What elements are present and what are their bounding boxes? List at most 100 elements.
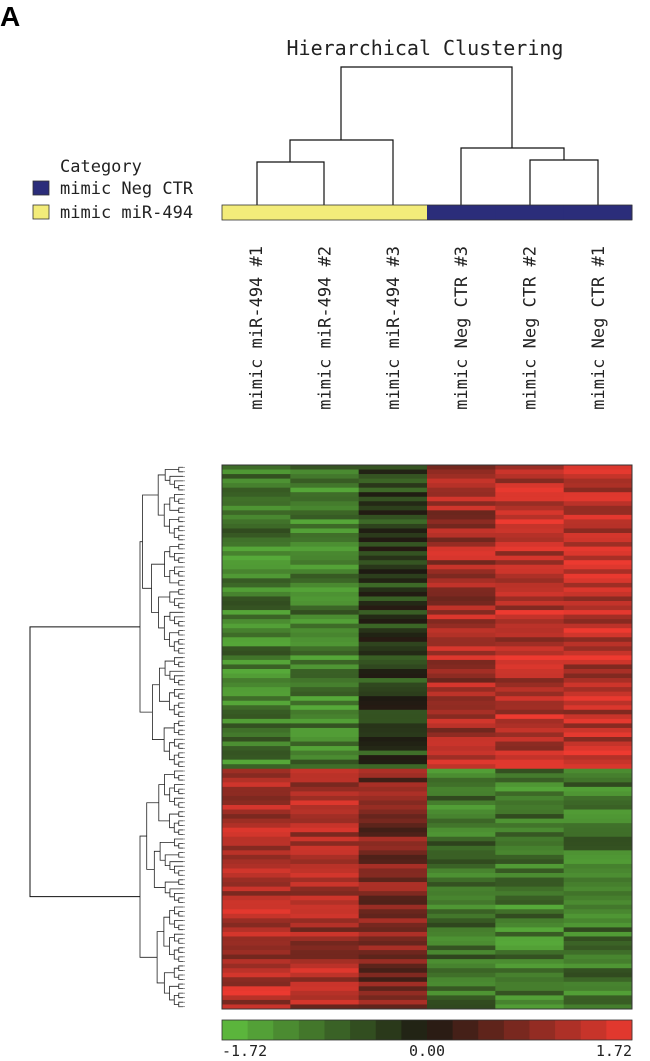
heatmap-cell [427, 986, 496, 992]
color-scale-frame [221, 1019, 633, 1041]
heatmap-cell [358, 678, 428, 683]
heatmap-cell [290, 478, 360, 484]
heatmap-cell [495, 510, 565, 516]
heatmap-cell [427, 659, 496, 665]
column-label: mimic Neg CTR #2 [521, 246, 541, 410]
heatmap-cell [222, 873, 291, 878]
legend-swatch-neg-ctr [32, 180, 50, 196]
heatmap-cell [222, 877, 291, 883]
heatmap-cell [222, 560, 291, 566]
heatmap-cell [358, 777, 428, 783]
heatmap-cell [222, 610, 291, 615]
heatmap-cell [222, 836, 291, 842]
heatmap-cell [358, 913, 428, 919]
heatmap-cell [427, 691, 496, 697]
heatmap-cell [495, 877, 565, 883]
heatmap-cell [427, 959, 496, 965]
heatmap-cell [495, 945, 565, 951]
heatmap-cell [427, 904, 496, 910]
heatmap-cell [563, 637, 633, 643]
heatmap-cell [290, 954, 360, 960]
heatmap-cell [563, 628, 633, 634]
heatmap-cell [563, 990, 633, 996]
heatmap-cell [427, 537, 496, 543]
heatmap-cell [495, 569, 565, 575]
heatmap-cell [563, 723, 633, 729]
heatmap-cell [222, 900, 291, 906]
row-dendro-branch [164, 551, 170, 578]
heatmap-cell [290, 995, 360, 1001]
heatmap-cell [222, 641, 291, 647]
heatmap-cell [290, 941, 360, 946]
heatmap-cell [563, 519, 633, 525]
heatmap-cell [427, 977, 496, 983]
heatmap-cell [222, 737, 291, 742]
heatmap-cell [495, 523, 565, 529]
heatmap-cell [358, 841, 428, 847]
heatmap-cell [222, 990, 291, 996]
column-label: mimic miR-494 #2 [316, 246, 336, 410]
heatmap-cell [222, 637, 291, 643]
heatmap-cell [563, 823, 633, 829]
row-dendro-branch [159, 842, 175, 861]
heatmap-cell [427, 895, 496, 901]
heatmap-cell [290, 637, 360, 643]
heatmap-cell [427, 732, 496, 738]
heatmap-cell [495, 650, 565, 656]
heatmap-cell [495, 496, 565, 502]
heatmap-cell [495, 641, 565, 647]
heatmap-cell [495, 891, 565, 897]
heatmap-cell [290, 931, 360, 937]
row-dendro-branch [163, 503, 170, 527]
heatmap-cell [495, 809, 565, 815]
heatmap-cell [495, 968, 565, 974]
row-dendro-branch [178, 729, 183, 736]
heatmap-cell [495, 723, 565, 729]
heatmap-cell [495, 845, 565, 851]
heatmap-cell [427, 641, 496, 647]
heatmap-cell [290, 909, 360, 915]
heatmap-cell [222, 850, 291, 856]
row-dendro-branch [178, 1001, 183, 1008]
heatmap-cell [222, 596, 291, 602]
heatmap-cell [290, 483, 360, 489]
heatmap-cell [290, 850, 360, 856]
heatmap-cell [563, 691, 633, 697]
heatmap-cell [290, 968, 360, 974]
heatmap-cell [563, 891, 633, 897]
heatmap-cell [222, 854, 291, 860]
row-dendro-branch [163, 916, 170, 947]
heatmap-cell [222, 492, 291, 498]
heatmap-cell [290, 505, 360, 511]
heatmap-cell [358, 587, 428, 593]
heatmap-cell [222, 474, 291, 479]
heatmap-cell [563, 836, 633, 842]
color-scale-step [452, 1020, 479, 1040]
heatmap-cell [563, 501, 633, 507]
row-dendro-branch [178, 974, 183, 980]
heatmap-cell [427, 886, 496, 892]
color-scale-tick-label: -1.72 [222, 1042, 267, 1060]
heatmap-cell [495, 637, 565, 643]
heatmap-cell [563, 786, 633, 792]
heatmap-cell [290, 873, 360, 878]
heatmap-cell [290, 809, 360, 815]
row-dendro-branch [178, 843, 183, 849]
color-scale-step [478, 1020, 505, 1040]
heatmap-cell [222, 759, 291, 765]
heatmap-cell [222, 895, 291, 901]
heatmap-cell [495, 773, 565, 779]
heatmap-cell [358, 623, 428, 629]
color-scale-step [555, 1020, 582, 1040]
heatmap-cell [358, 981, 428, 987]
heatmap-cell [222, 533, 291, 538]
heatmap-cell [495, 501, 565, 507]
heatmap-cell [495, 963, 565, 969]
heatmap-cell [358, 854, 428, 860]
heatmap-cell [563, 732, 633, 738]
heatmap-cell [427, 601, 496, 606]
heatmap-cells [222, 465, 633, 1010]
heatmap-cell [495, 854, 565, 860]
heatmap-cell [427, 546, 496, 552]
heatmap-cell [222, 551, 291, 557]
